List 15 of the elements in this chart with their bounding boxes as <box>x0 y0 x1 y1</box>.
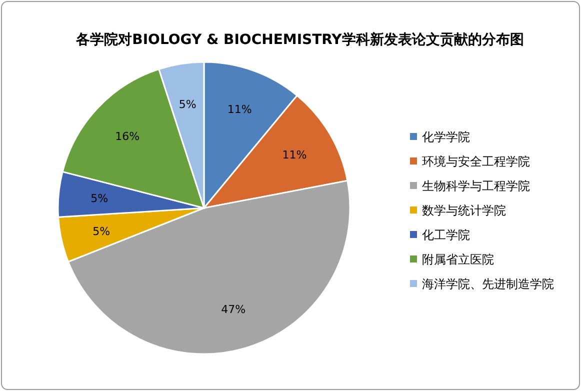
data-label: 5% <box>178 98 196 112</box>
data-label: 5% <box>92 224 110 238</box>
chart-title: 各学院对BIOLOGY & BIOCHEMISTRY学科新发表论文贡献的分布图 <box>75 31 524 48</box>
data-label: 16% <box>115 130 140 144</box>
legend-label: 附属省立医院 <box>422 252 494 266</box>
legend-label: 生物科学与工程学院 <box>422 179 530 193</box>
data-label: 11% <box>282 148 307 162</box>
legend-label: 数学与统计学院 <box>422 204 506 218</box>
legend-label: 海洋学院、先进制造学院 <box>422 277 554 291</box>
legend-label: 化工学院 <box>422 228 470 242</box>
legend-label: 化学学院 <box>422 130 470 144</box>
legend-label: 环境与安全工程学院 <box>422 154 530 168</box>
data-label: 11% <box>227 103 252 116</box>
data-label: 5% <box>90 192 108 206</box>
data-label: 47% <box>221 302 246 316</box>
